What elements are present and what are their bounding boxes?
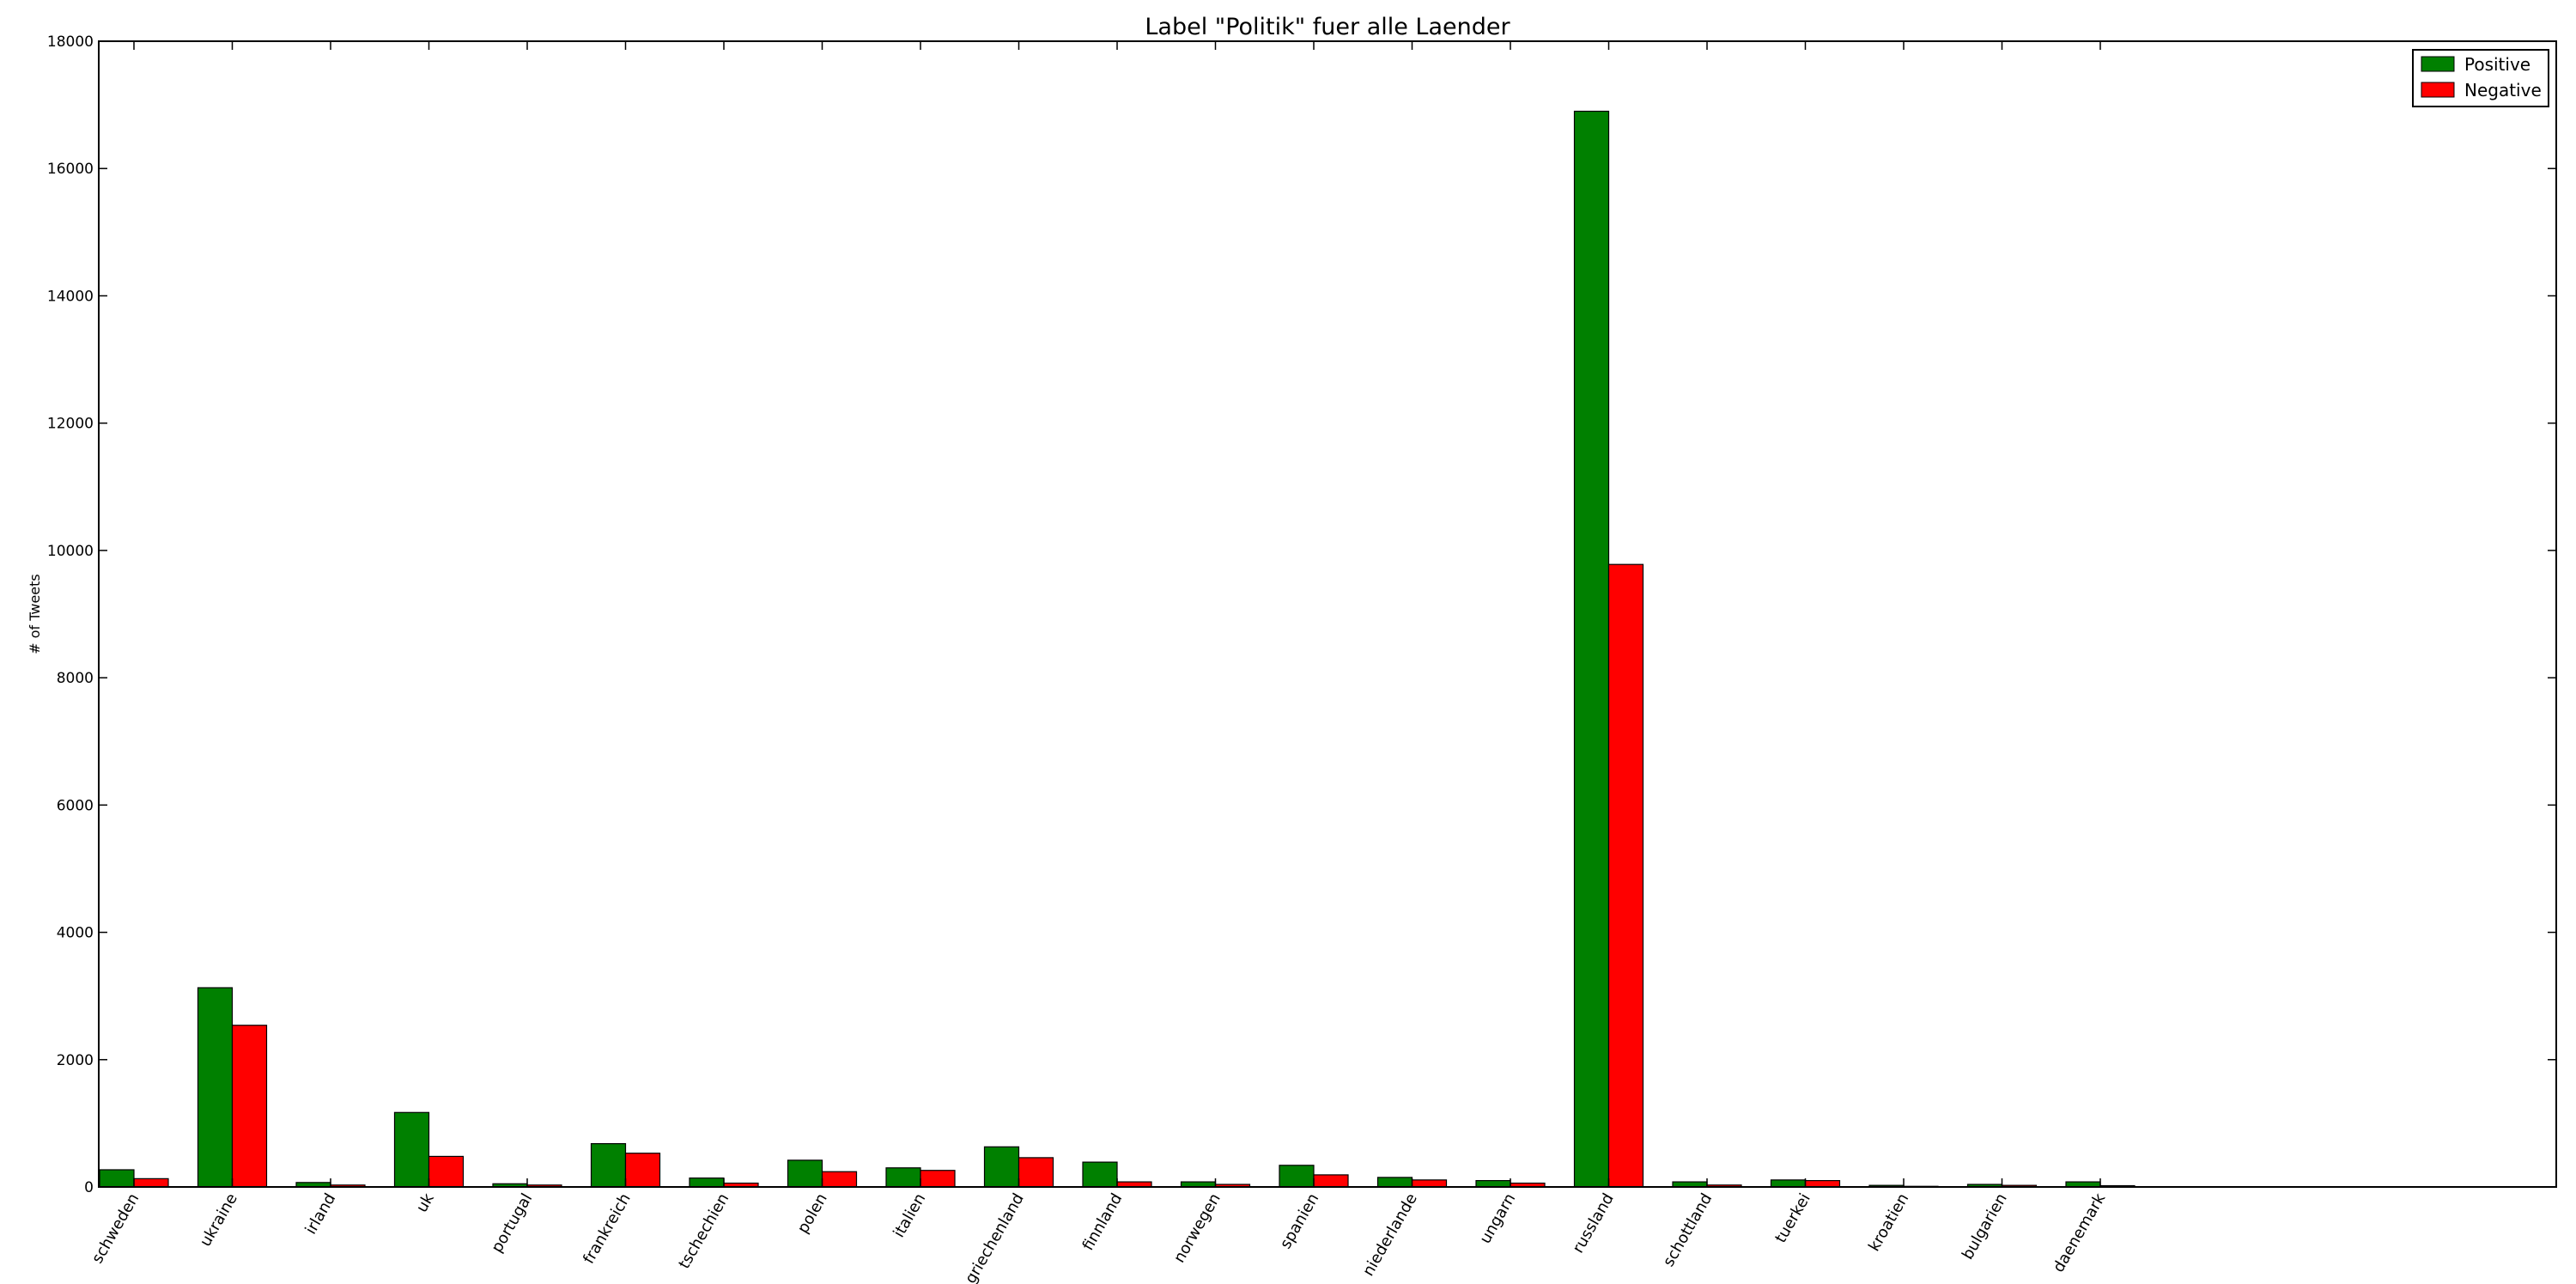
bar-positive-schweden	[99, 1169, 135, 1188]
chart-title: Label "Politik" fuer alle Laender	[1145, 14, 1510, 40]
bar-negative-schweden	[133, 1178, 169, 1188]
bar-negative-griechenland	[1018, 1157, 1054, 1188]
x-tick-label-portugal: portugal	[488, 1190, 536, 1256]
y-tick-label: 12000	[47, 416, 94, 433]
x-tick-label-tuerkei: tuerkei	[1771, 1190, 1814, 1246]
x-ticks-group: schweden ukraine irland uk portugal frankreic…	[88, 41, 2110, 1284]
bar-positive-tuerkei	[1770, 1179, 1807, 1188]
bar-positive-niederlande	[1376, 1177, 1413, 1188]
legend-label-negative: Negative	[2464, 80, 2542, 100]
x-tick-label-finnland: finnland	[1079, 1190, 1127, 1254]
bar-positive-ukraine	[197, 987, 234, 1188]
y-tick-label: 0	[84, 1179, 94, 1196]
bar-positive-italien	[885, 1167, 921, 1188]
bar-negative-russland	[1607, 563, 1644, 1188]
bar-positive-ungarn	[1475, 1179, 1511, 1188]
bar-positive-griechenland	[983, 1146, 1020, 1188]
bar-positive-uk	[393, 1111, 430, 1188]
y-tick-label: 16000	[47, 161, 94, 178]
y-tick-label: 2000	[57, 1052, 94, 1069]
x-tick-label-niederlande: niederlande	[1359, 1190, 1421, 1279]
x-tick-label-daenemark: daenemark	[2050, 1190, 2110, 1276]
x-tick-label-griechenland: griechenland	[962, 1190, 1028, 1284]
legend-swatch-positive	[2421, 56, 2455, 72]
x-tick-label-schottland: schottland	[1660, 1190, 1716, 1270]
x-tick-label-kroatien: kroatien	[1865, 1190, 1912, 1255]
bar-negative-ukraine	[231, 1025, 268, 1188]
y-tick-label: 18000	[47, 33, 94, 51]
bar-positive-tschechien	[689, 1178, 725, 1188]
y-tick-label: 8000	[57, 670, 94, 687]
bar-positive-polen	[787, 1159, 823, 1188]
y-ticks-group: 0 2000 4000 6000 8000 10000 12000 14000 16000 180…	[47, 33, 2556, 1196]
y-tick-label: 6000	[57, 797, 94, 814]
y-axis-label: # of Tweets	[27, 574, 43, 654]
bar-negative-frankreich	[624, 1153, 661, 1188]
bar-positive-finnland	[1082, 1161, 1118, 1188]
x-tick-label-schweden: schweden	[88, 1190, 143, 1267]
x-tick-label-italien: italien	[890, 1190, 929, 1241]
x-tick-label-tschechien: tschechien	[675, 1190, 732, 1272]
y-tick-label: 14000	[47, 288, 94, 305]
bars-group	[99, 110, 2136, 1188]
bar-negative-niederlande	[1411, 1179, 1448, 1188]
x-tick-label-spanien: spanien	[1277, 1190, 1323, 1252]
legend-swatch-negative	[2421, 82, 2455, 98]
legend-label-positive: Positive	[2464, 54, 2530, 75]
x-tick-label-ungarn: ungarn	[1476, 1190, 1519, 1247]
x-tick-label-irland: irland	[302, 1190, 340, 1238]
x-tick-label-bulgarien: bulgarien	[1959, 1190, 2011, 1263]
x-tick-label-norwegen: norwegen	[1170, 1190, 1224, 1266]
bar-negative-tuerkei	[1804, 1179, 1841, 1188]
legend: Positive Negative	[2412, 49, 2549, 107]
x-tick-label-polen: polen	[794, 1190, 831, 1237]
x-tick-label-frankreich: frankreich	[580, 1190, 635, 1267]
y-tick-label: 10000	[47, 543, 94, 560]
bar-positive-frankreich	[590, 1143, 627, 1188]
bar-negative-italien	[920, 1170, 956, 1188]
bar-negative-spanien	[1313, 1174, 1349, 1188]
x-tick-label-uk: uk	[413, 1190, 438, 1216]
bar-positive-spanien	[1279, 1165, 1315, 1188]
plot-frame	[98, 40, 2557, 1188]
y-tick-label: 4000	[57, 925, 94, 942]
x-tick-label-ukraine: ukraine	[197, 1190, 241, 1250]
bar-negative-uk	[428, 1155, 465, 1188]
bar-positive-russland	[1573, 110, 1610, 1188]
bar-negative-polen	[821, 1171, 858, 1188]
x-tick-label-russland: russland	[1569, 1190, 1617, 1257]
